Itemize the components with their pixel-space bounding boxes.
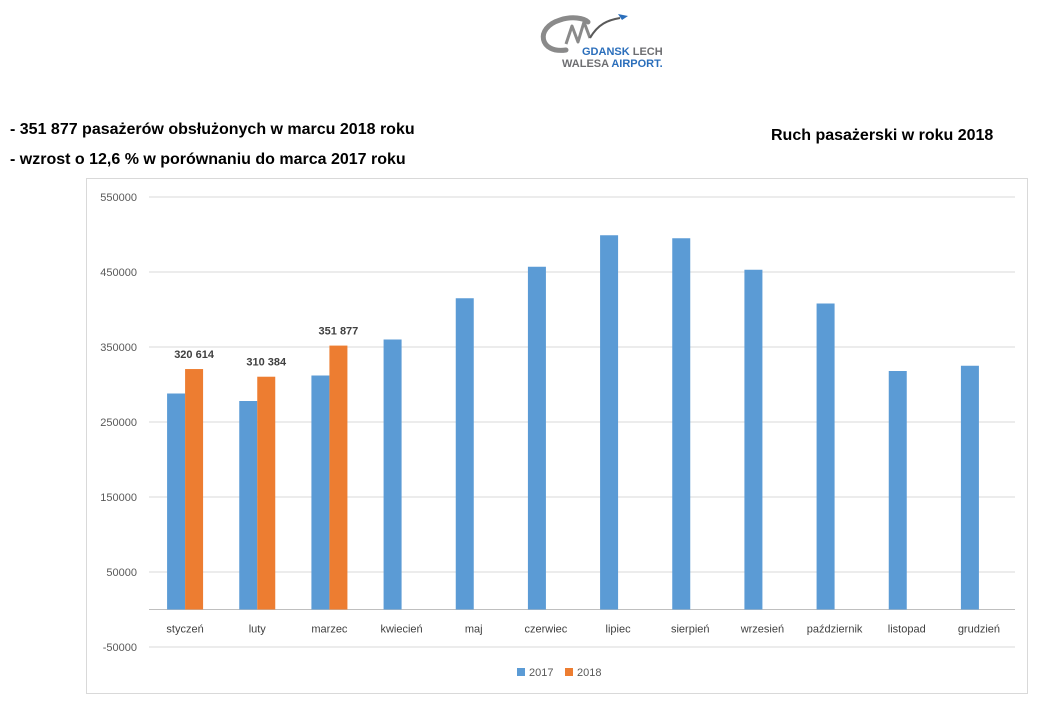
bar-2017 [888,371,907,610]
bar-2017 [960,365,979,610]
headline-growth: - wzrost o 12,6 % w porównaniu do marca … [10,151,406,168]
legend-label-2018: 2018 [577,667,601,679]
y-tick-label: 450000 [100,267,137,279]
y-tick-label: 50000 [106,567,137,579]
logo-mark-icon [540,14,628,53]
legend-swatch-2018 [565,668,573,676]
y-tick-label: -50000 [103,642,137,654]
y-tick-label: 150000 [100,492,137,504]
x-category-label: luty [249,624,267,636]
bar-2017 [383,339,402,610]
bar-2017 [672,238,691,610]
bar-2017 [744,269,763,610]
bar-2017 [239,401,258,610]
bar-2017 [167,393,186,610]
bar-2017 [527,266,546,610]
x-category-label: wrzesień [740,624,784,636]
logo-line-1: GDANSK LECH [582,46,663,58]
x-category-label: październik [807,624,863,636]
headline-passengers: - 351 877 pasażerów obsłużonych w marcu … [10,121,415,138]
data-label: 351 877 [319,326,359,338]
bar-2018 [257,376,276,610]
y-tick-label: 350000 [100,342,137,354]
chart-title: Ruch pasażerski w roku 2018 [771,127,994,144]
x-category-label: styczeń [166,624,203,636]
x-category-label: sierpień [671,624,710,636]
chart-area: 550000 450000 350000 250000 150000 50000 -5000… [86,178,1028,694]
x-category-label: marzec [311,624,348,636]
bar-2017 [816,303,835,610]
x-category-label: czerwiec [525,624,568,636]
bar-2017 [455,298,474,610]
bar-2017 [311,375,330,610]
y-tick-label: 250000 [100,417,137,429]
x-category-label: listopad [888,624,926,636]
bar-2018 [185,369,204,610]
x-category-label: lipiec [606,624,632,636]
legend-label-2017: 2017 [529,667,553,679]
bar-2018 [329,345,348,610]
x-category-label: kwiecień [380,624,422,636]
data-label: 320 614 [174,349,215,361]
x-category-label: maj [465,624,483,636]
airport-logo: GDANSK LECH WALESA AIRPORT. [532,8,682,72]
bar-chart: 550000 450000 350000 250000 150000 50000 -5000… [100,192,1015,679]
airplane-icon [618,14,628,20]
y-tick-label: 550000 [100,192,137,204]
x-category-label: grudzień [958,624,1000,636]
data-label: 310 384 [246,357,287,369]
bar-2017 [600,235,619,610]
legend-swatch-2017 [517,668,525,676]
logo-line-2: WALESA AIRPORT. [562,58,663,70]
